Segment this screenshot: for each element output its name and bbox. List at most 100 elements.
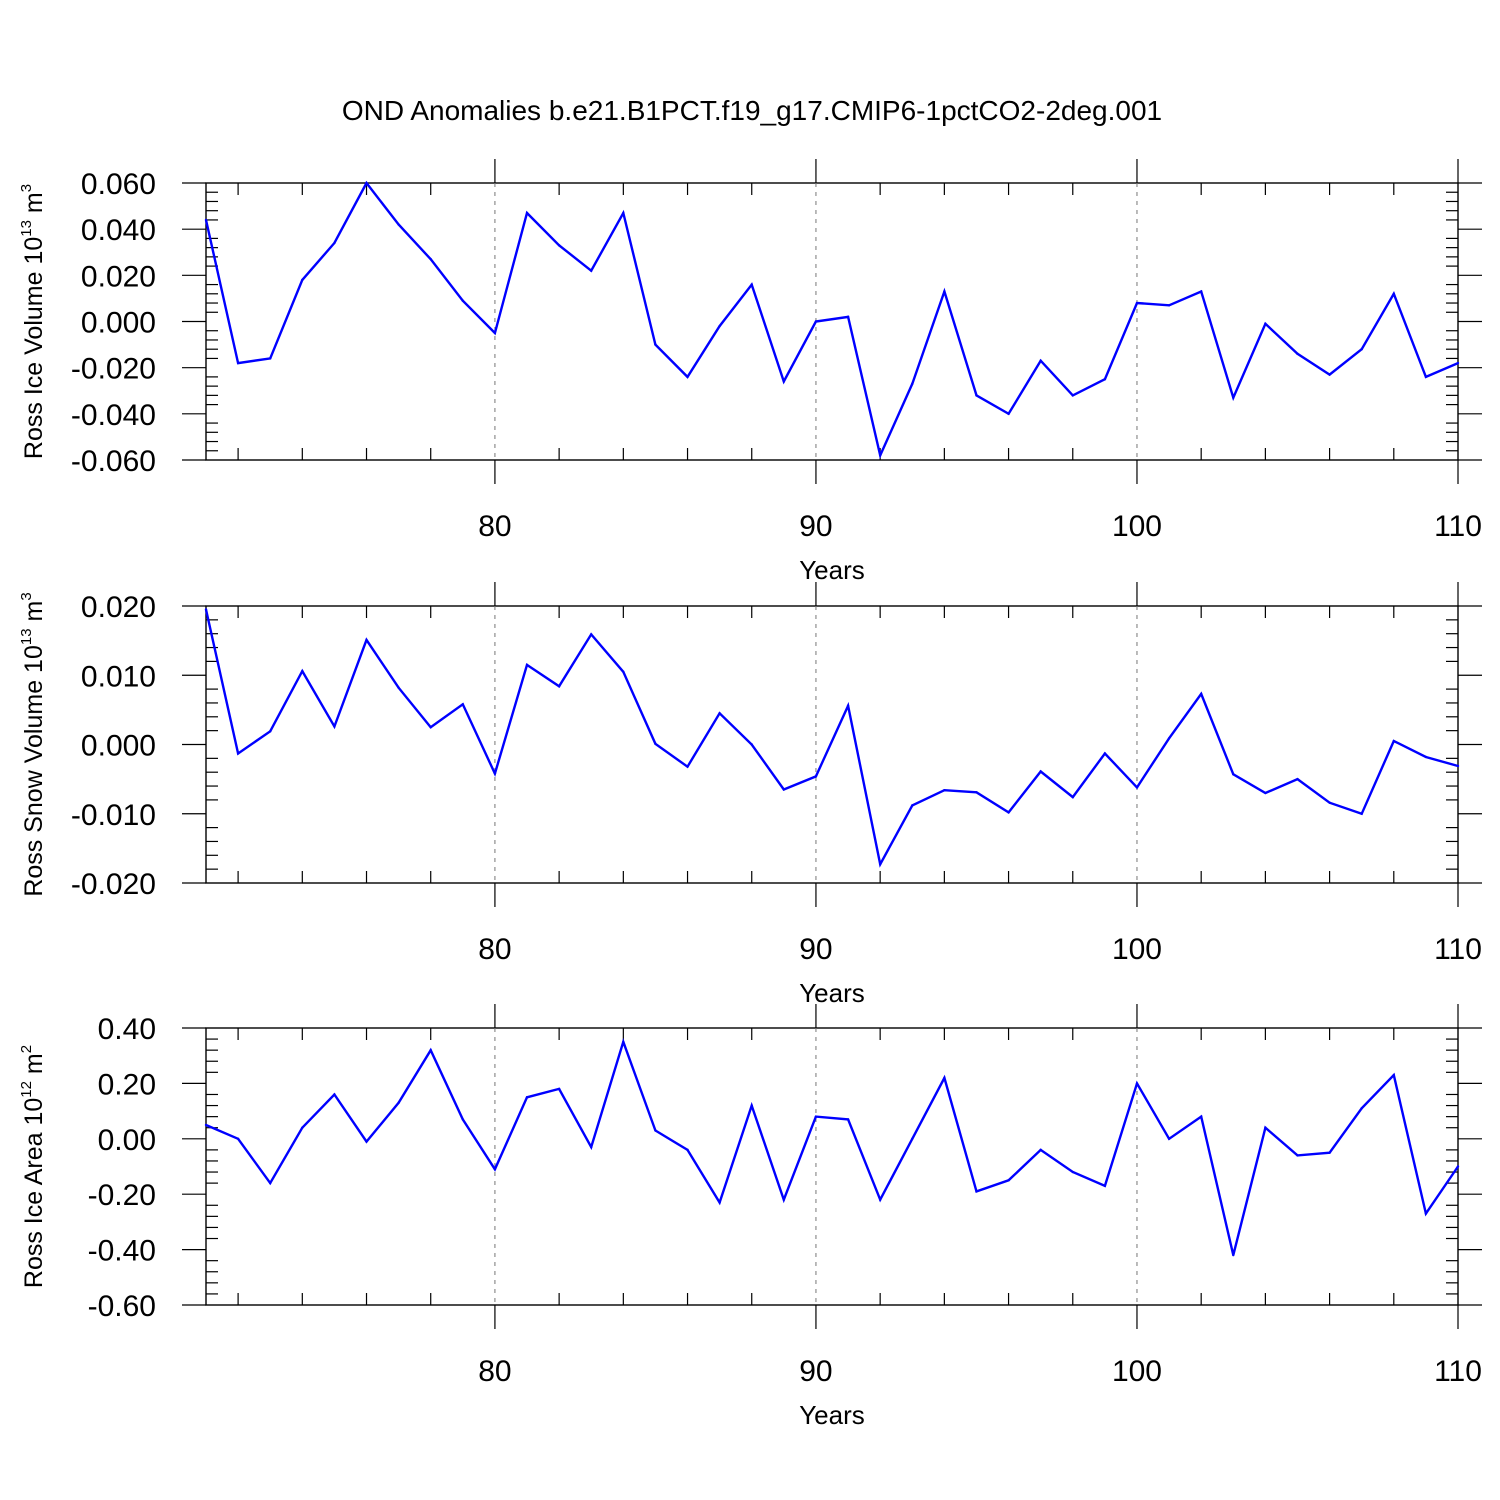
y-axis-label: Ross Snow Volume 1013 m3	[18, 592, 48, 896]
data-point	[846, 315, 850, 319]
x-tick-label: 100	[1112, 1355, 1162, 1388]
y-label-unit-exponent: 3	[18, 592, 35, 600]
data-point	[622, 211, 625, 215]
data-point	[1424, 375, 1428, 379]
data-point	[654, 343, 657, 346]
data-point	[718, 1201, 721, 1204]
data-series-line	[204, 609, 1459, 868]
y-tick-label: -0.010	[71, 799, 156, 832]
y-label-exponent: 13	[18, 628, 35, 645]
data-point	[525, 663, 529, 667]
data-point	[622, 670, 625, 673]
data-point	[1456, 1165, 1460, 1168]
x-axis-label: Years	[799, 555, 865, 585]
data-point	[493, 331, 497, 335]
chart-panel-2: -0.020 -0.010 0.000 0.010 0.020 80 90 100 110 Yea…	[18, 582, 1482, 1008]
data-point	[493, 772, 497, 775]
data-point	[365, 638, 368, 642]
figure-title: OND Anomalies b.e21.B1PCT.f19_g17.CMIP6-…	[342, 95, 1162, 126]
data-point	[1135, 786, 1139, 789]
data-point	[1167, 1137, 1171, 1141]
data-point	[1071, 795, 1074, 799]
data-point	[461, 299, 465, 302]
data-point	[525, 1096, 529, 1099]
data-point	[1456, 764, 1460, 768]
y-tick-label: 0.010	[81, 660, 156, 693]
data-point	[943, 1076, 946, 1080]
y-tick-label: 0.00	[98, 1124, 156, 1157]
data-point	[1392, 292, 1395, 295]
data-point	[1071, 394, 1074, 397]
y-tick-label: -0.020	[71, 353, 156, 386]
data-point	[1167, 737, 1171, 740]
data-point	[557, 244, 561, 247]
data-point	[1232, 396, 1235, 399]
data-point	[590, 1145, 593, 1149]
data-point	[1199, 692, 1203, 696]
data-point	[1424, 755, 1428, 759]
data-point	[269, 1181, 272, 1185]
y-label-exponent: 12	[18, 1081, 35, 1098]
y-label-main: Ross Ice Volume 10	[20, 237, 48, 459]
x-tick-label: 110	[1434, 933, 1482, 966]
data-point	[590, 633, 593, 636]
data-point	[1296, 352, 1299, 356]
data-point	[1135, 301, 1139, 305]
data-point	[975, 1190, 978, 1193]
y-tick-label: -0.060	[71, 445, 156, 478]
x-tick-label: 90	[799, 1355, 832, 1388]
data-point	[461, 1118, 465, 1121]
data-point	[493, 1168, 497, 1171]
data-point	[1199, 290, 1203, 293]
data-point	[750, 283, 753, 286]
data-point	[204, 1123, 208, 1127]
y-tick-label: 0.020	[81, 260, 156, 293]
data-point	[365, 1140, 368, 1143]
data-point	[1007, 1179, 1010, 1182]
data-point	[846, 704, 850, 707]
data-point	[333, 725, 336, 728]
data-point	[333, 241, 336, 245]
x-tick-label: 90	[799, 933, 832, 966]
data-point	[911, 1137, 914, 1141]
y-tick-label: 0.020	[81, 591, 156, 624]
x-axis-label: Years	[799, 978, 865, 1008]
data-series-line	[204, 180, 1459, 460]
x-tick-label: 110	[1434, 510, 1482, 543]
y-tick-label: 0.000	[81, 307, 156, 340]
data-point	[1456, 361, 1460, 365]
data-point	[943, 290, 946, 293]
data-point	[1007, 412, 1010, 416]
x-tick-label: 80	[478, 933, 511, 966]
y-tick-label: -0.020	[71, 868, 156, 901]
y-label-unit-exponent: 2	[18, 1045, 35, 1053]
data-point	[878, 1198, 882, 1201]
data-point	[1264, 791, 1267, 795]
y-axis-label: Ross Ice Volume 1013 m3	[18, 184, 48, 459]
data-point	[878, 454, 882, 457]
y-tick-label: -0.40	[88, 1235, 156, 1268]
y-tick-label: 0.20	[98, 1068, 156, 1101]
data-point	[654, 742, 657, 746]
data-point	[975, 394, 978, 397]
data-point	[1328, 801, 1331, 804]
y-label-main: Ross Snow Volume 10	[20, 645, 48, 897]
data-point	[1360, 1107, 1363, 1110]
data-point	[204, 608, 208, 611]
x-tick-label: 90	[799, 510, 832, 543]
data-point	[429, 1048, 432, 1052]
data-point	[1360, 348, 1363, 351]
data-point	[814, 320, 818, 323]
y-label-exponent: 13	[18, 220, 35, 237]
data-point	[1232, 773, 1235, 776]
x-tick-label: 80	[478, 510, 511, 543]
data-point	[1296, 777, 1299, 781]
data-point	[750, 743, 753, 746]
plot-frame	[205, 1027, 1459, 1306]
data-point	[1296, 1154, 1299, 1157]
plot-frame	[205, 605, 1459, 884]
data-point	[1167, 304, 1171, 307]
data-point	[1103, 378, 1107, 381]
y-tick-label: 0.000	[81, 730, 156, 763]
data-point	[814, 775, 818, 778]
